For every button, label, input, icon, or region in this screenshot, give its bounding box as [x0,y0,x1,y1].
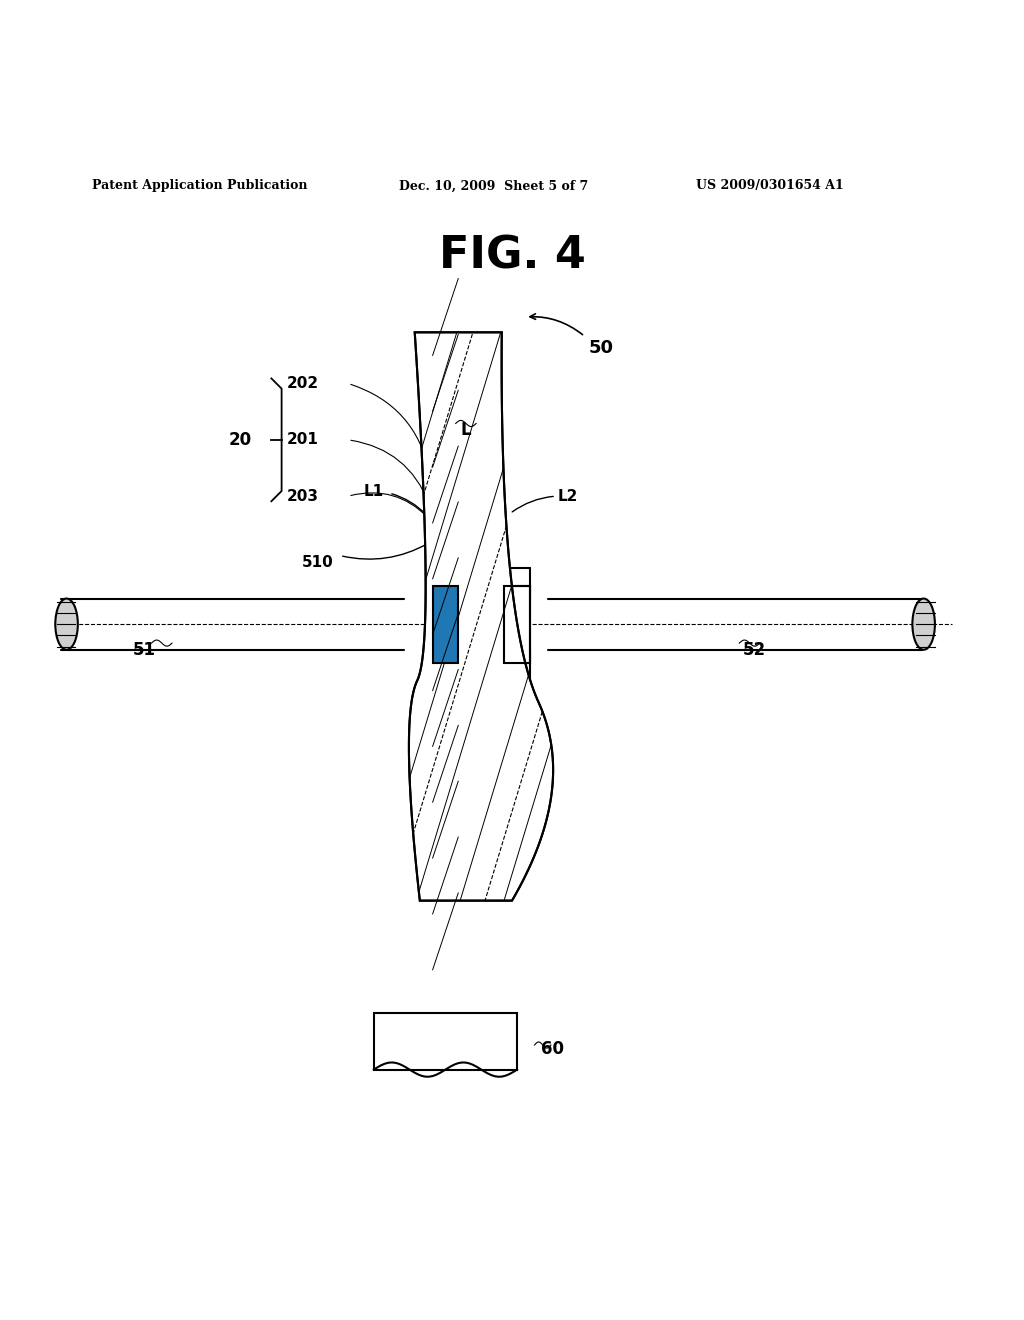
Bar [504,586,530,663]
Ellipse shape [912,598,935,649]
Text: 60: 60 [541,1040,563,1059]
Ellipse shape [55,598,78,649]
Text: Dec. 10, 2009  Sheet 5 of 7: Dec. 10, 2009 Sheet 5 of 7 [399,180,589,193]
Text: 203: 203 [287,488,318,504]
Text: 201: 201 [287,433,318,447]
Text: 50: 50 [589,339,613,356]
Text: US 2009/0301654 A1: US 2009/0301654 A1 [696,180,844,193]
Bar [374,1014,517,1069]
Text: FIG. 4: FIG. 4 [438,234,586,277]
Bar [432,586,459,663]
Text: 52: 52 [742,640,766,659]
Polygon shape [409,333,553,900]
Text: 51: 51 [133,640,156,659]
Bar [432,586,459,663]
Text: L1: L1 [364,483,384,499]
Text: 202: 202 [287,376,318,391]
Bar [432,586,459,663]
Text: 510: 510 [302,556,334,570]
Text: 20: 20 [229,430,252,449]
Text: L: L [461,421,471,438]
Bar [504,586,530,663]
Text: Patent Application Publication: Patent Application Publication [92,180,307,193]
Text: L2: L2 [558,488,579,504]
